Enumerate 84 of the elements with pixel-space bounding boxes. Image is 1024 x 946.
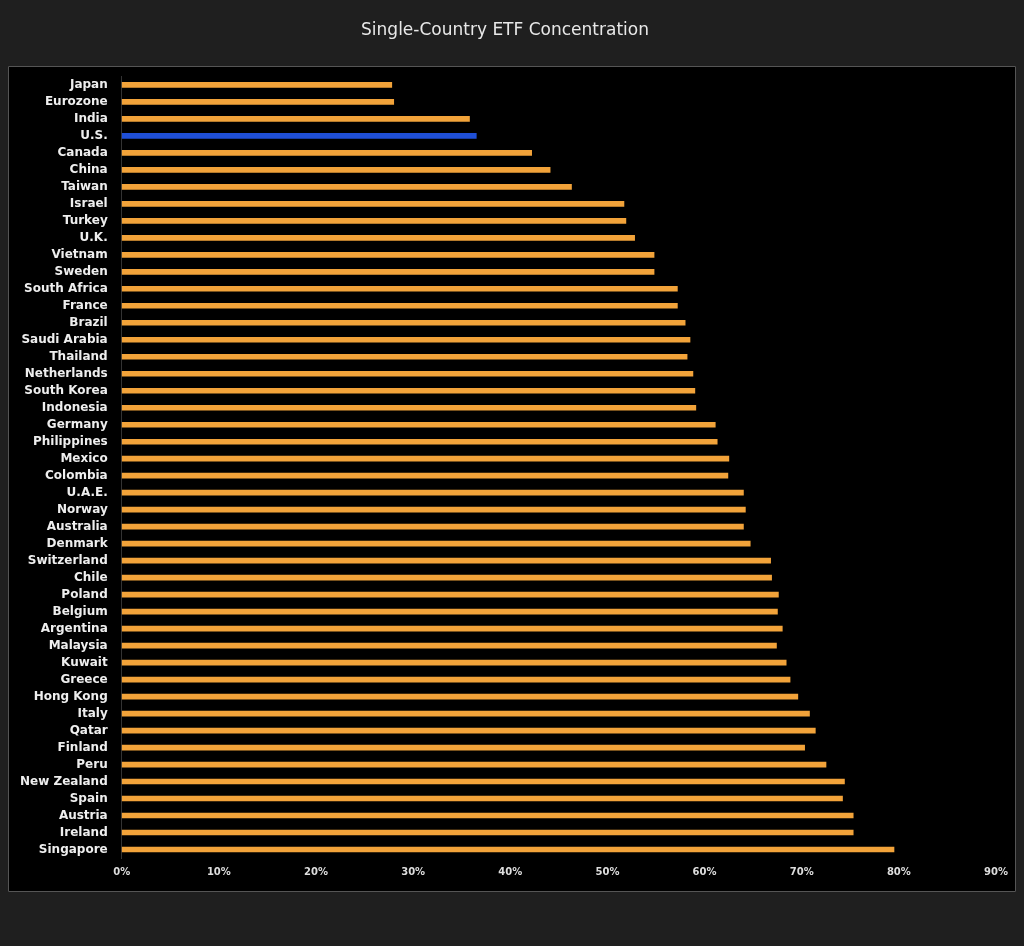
y-tick-label: Qatar (69, 722, 108, 737)
y-tick-label: Mexico (60, 450, 108, 465)
x-tick-label: 80% (886, 865, 911, 877)
bar (121, 455, 730, 462)
bar (121, 201, 625, 207)
bar (121, 489, 744, 496)
bar (121, 150, 532, 156)
y-tick-label: U.S. (80, 127, 108, 142)
y-tick-label: Argentina (40, 620, 108, 635)
y-tick-label: Indonesia (41, 399, 108, 414)
bar (121, 353, 688, 360)
y-tick-label: Spain (69, 790, 108, 805)
y-tick-label: South Korea (24, 382, 108, 397)
x-tick-label: 60% (692, 865, 717, 877)
y-tick-label: Switzerland (27, 552, 108, 567)
y-tick-label: Vietnam (51, 246, 108, 261)
x-tick-label: 40% (498, 865, 523, 877)
bar (121, 285, 678, 292)
y-tick-label: India (73, 111, 108, 125)
bar (121, 438, 718, 445)
y-tick-label: Australia (46, 518, 108, 533)
y-tick-label: Turkey (62, 212, 108, 227)
y-tick-label: Chile (74, 569, 108, 584)
bar (121, 218, 627, 224)
bar (121, 302, 678, 309)
x-tick-label: 10% (206, 865, 231, 877)
bar (121, 319, 686, 326)
y-tick-label: Kuwait (61, 654, 108, 669)
y-tick-label: Colombia (45, 467, 108, 482)
y-tick-label: Austria (58, 807, 108, 822)
y-tick-label: New Zealand (19, 773, 108, 788)
y-tick-label: Japan (68, 77, 108, 92)
bar (121, 370, 694, 377)
x-tick-label: 0% (113, 865, 131, 877)
bar (121, 82, 393, 88)
y-tick-label: Finland (57, 739, 108, 754)
y-tick-label: Greece (60, 671, 108, 686)
y-tick-label: Israel (69, 195, 108, 210)
bar (121, 251, 655, 258)
y-tick-label: Netherlands (24, 365, 108, 380)
y-tick-label: Poland (61, 586, 108, 601)
y-tick-label: Sweden (54, 263, 108, 278)
y-tick-label: Canada (57, 144, 108, 159)
y-tick-label: Thailand (49, 348, 108, 363)
y-tick-label: Singapore (38, 841, 108, 856)
y-tick-label: U.K. (79, 229, 108, 244)
bar (121, 421, 716, 428)
y-tick-label: Norway (56, 501, 108, 516)
bar (121, 99, 395, 105)
y-tick-label: Hong Kong (33, 688, 108, 703)
x-tick-label: 30% (401, 865, 426, 877)
y-tick-label: Belgium (52, 603, 108, 618)
y-tick-label: U.A.E. (66, 484, 108, 499)
x-tick-label: 50% (595, 865, 620, 877)
y-tick-label: Brazil (69, 314, 108, 329)
chart-title: Single-Country ETF Concentration (361, 18, 649, 39)
y-tick-label: Eurozone (44, 94, 108, 109)
y-tick-label: Italy (77, 705, 108, 720)
y-tick-label: France (62, 297, 108, 312)
bar (121, 404, 697, 411)
y-tick-label: Malaysia (48, 637, 108, 652)
bar (121, 234, 635, 241)
y-tick-label: Taiwan (61, 178, 108, 193)
y-tick-label: Saudi Arabia (21, 331, 108, 346)
y-tick-label: Germany (46, 416, 108, 431)
bar (121, 387, 696, 394)
y-tick-label: Denmark (46, 535, 109, 550)
bar (121, 523, 744, 530)
x-tick-label: 70% (789, 865, 814, 877)
bar (121, 133, 477, 139)
bar (121, 268, 655, 275)
bar (121, 184, 572, 190)
bar (121, 167, 551, 173)
y-tick-label: Philippines (32, 433, 108, 448)
bar (121, 472, 729, 479)
bar (121, 336, 691, 343)
y-tick-label: South Africa (24, 280, 108, 295)
bar (121, 116, 470, 122)
bar (121, 506, 746, 513)
y-tick-label: Peru (76, 756, 108, 771)
y-tick-label: China (69, 161, 108, 176)
x-tick-label: 20% (304, 865, 328, 877)
y-tick-label: Ireland (59, 824, 108, 839)
x-tick-label: 90% (984, 865, 1008, 877)
